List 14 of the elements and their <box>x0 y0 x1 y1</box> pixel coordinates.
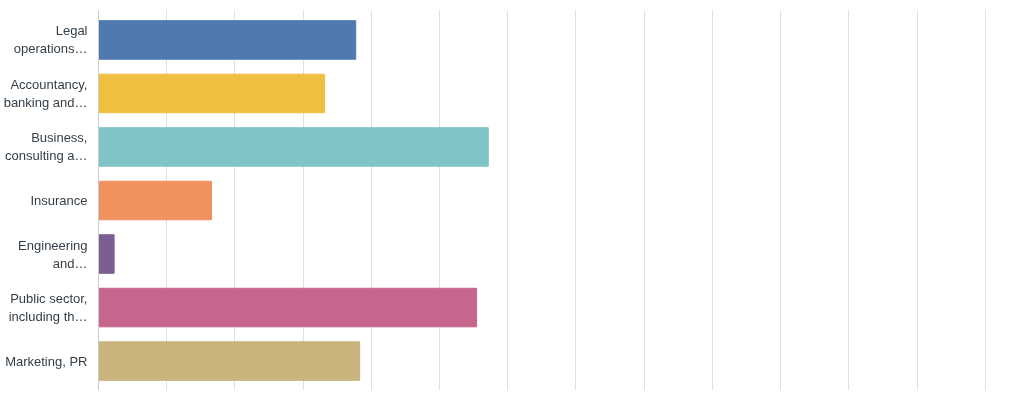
bar <box>98 287 478 328</box>
y-tick-label: Accountancy, banking and… <box>3 76 88 110</box>
y-tick-label: Legal operations… <box>13 23 88 57</box>
y-tick-label: Engineering and… <box>18 237 88 271</box>
y-tick-label: Business, consulting a… <box>5 130 88 164</box>
bar <box>98 127 489 167</box>
y-tick-label: Public sector, including th… <box>8 291 88 325</box>
bar <box>98 180 213 221</box>
bar <box>98 341 361 381</box>
y-tick-label: Marketing, PR <box>5 353 88 369</box>
bar <box>98 234 115 274</box>
bar <box>98 20 357 60</box>
y-tick-label: Insurance <box>30 193 88 208</box>
bar <box>98 73 326 114</box>
